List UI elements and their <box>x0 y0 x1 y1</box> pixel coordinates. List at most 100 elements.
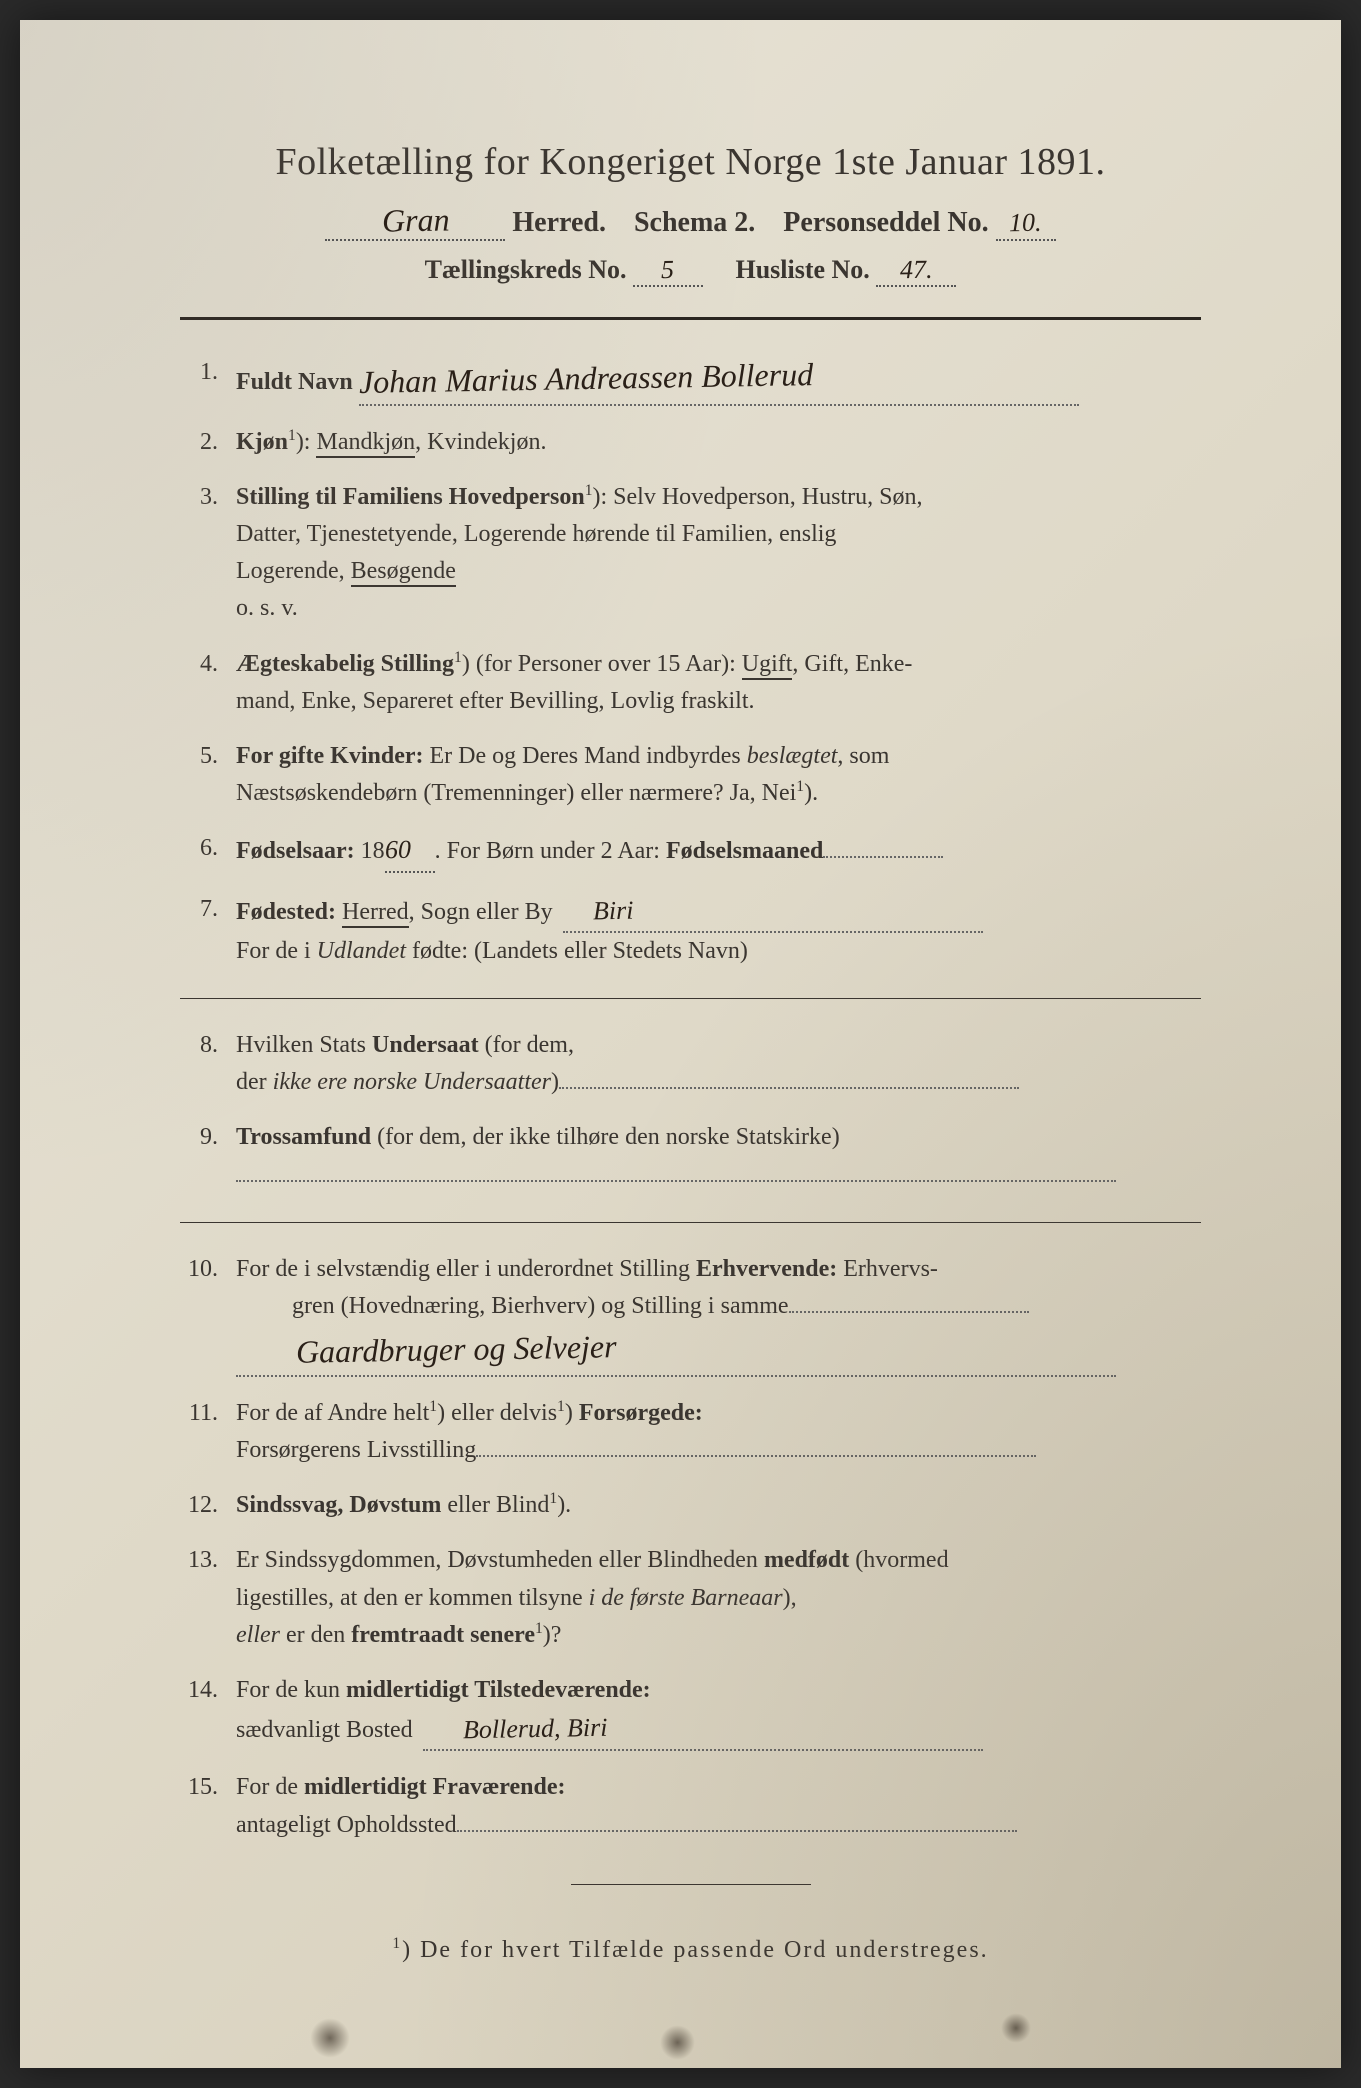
entry-content: Fødested: Herred, Sogn eller By Biri For … <box>236 891 1201 970</box>
entry-text: Forsørgerens Livsstilling <box>236 1437 476 1463</box>
entry-content: For de i selvstændig eller i underordnet… <box>236 1251 1201 1377</box>
dotted-blank <box>789 1311 1029 1313</box>
entry-text: o. s. v. <box>236 595 298 621</box>
entry-content: For de kun midlertidigt Tilstedeværende:… <box>236 1672 1201 1751</box>
entry-num: 3. <box>180 479 236 628</box>
header-line-1: Gran Herred. Schema 2. Personseddel No. … <box>180 202 1201 241</box>
occupation-value: Gaardbruger og Selvejer <box>296 1322 617 1377</box>
entry-bold: medfødt <box>764 1547 849 1573</box>
entry-content: For gifte Kvinder: Er De og Deres Mand i… <box>236 738 1201 812</box>
entry-text: Hvilken Stats <box>236 1032 372 1058</box>
entry-italic: Udlandet <box>317 938 406 964</box>
entry-text: 18 <box>355 838 385 864</box>
entry-text: ). <box>804 780 818 806</box>
entry-label: Sindssvag, Døvstum <box>236 1492 441 1518</box>
entry-label: Forsørgede: <box>579 1400 703 1426</box>
name-value: Johan Marius Andreassen Bollerud <box>358 350 813 408</box>
entry-label2: Fødselsmaaned <box>666 838 823 864</box>
herred-value: Gran <box>381 201 449 239</box>
entry-label: Ægteskabelig Stilling <box>236 651 454 677</box>
entry-2: 2. Kjøn1): Mandkjøn, Kvindekjøn. <box>180 424 1201 461</box>
entry-text: ) (for Personer over 15 Aar): Ugift, Gif… <box>462 651 913 680</box>
entry-content: For de af Andre helt1) eller delvis1) Fo… <box>236 1395 1201 1469</box>
sup: 1 <box>796 778 804 795</box>
paper-stain <box>660 2025 695 2060</box>
entry-text: er den <box>280 1622 351 1648</box>
entry-label: For gifte Kvinder: <box>236 743 424 769</box>
residence-value: Bollerud, Biri <box>462 1708 607 1751</box>
section-rule <box>180 1222 1201 1223</box>
entry-content: Hvilken Stats Undersaat (for dem, der ik… <box>236 1027 1201 1101</box>
entry-num: 15. <box>180 1769 236 1843</box>
kreds-label: Tællingskreds No. <box>425 255 627 284</box>
dotted-blank <box>457 1830 1017 1832</box>
entry-text: (hvormed <box>849 1547 948 1573</box>
entry-5: 5. For gifte Kvinder: Er De og Deres Man… <box>180 738 1201 812</box>
entry-label: Fødested: <box>236 899 336 925</box>
entry-text: For de i selvstændig eller i underordnet… <box>236 1256 696 1282</box>
entry-text: Erhvervs- <box>837 1256 938 1282</box>
entry-text: (for dem, <box>479 1032 574 1058</box>
entry-bold: fremtraadt senere <box>351 1622 535 1648</box>
entry-text: For de <box>236 1774 304 1800</box>
year-value: 60 <box>384 830 411 871</box>
entry-text: For de af Andre helt <box>236 1400 429 1426</box>
entry-13: 13. Er Sindssygdommen, Døvstumheden elle… <box>180 1542 1201 1654</box>
entry-12: 12. Sindssvag, Døvstum eller Blind1). <box>180 1487 1201 1524</box>
header-rule <box>180 317 1201 320</box>
entry-text: eller Blind <box>441 1492 549 1518</box>
entry-8: 8. Hvilken Stats Undersaat (for dem, der… <box>180 1027 1201 1101</box>
entry-text: For de i <box>236 938 317 964</box>
footnote-rule <box>571 1884 811 1885</box>
entry-num: 12. <box>180 1487 236 1524</box>
entry-text: Herred, Sogn eller By <box>336 899 553 928</box>
sup: 1 <box>429 1398 437 1415</box>
entry-text: . For Børn under 2 Aar: <box>435 838 666 864</box>
entry-6: 6. Fødselsaar: 1860. For Børn under 2 Aa… <box>180 830 1201 872</box>
herred-label: Herred. <box>512 207 606 238</box>
entry-italic: eller <box>236 1622 280 1648</box>
sup: 1 <box>585 482 593 499</box>
entry-1: 1. Fuldt Navn Johan Marius Andreassen Bo… <box>180 354 1201 406</box>
entry-text: sædvanligt Bosted <box>236 1717 413 1743</box>
entry-num: 6. <box>180 830 236 872</box>
entry-content: Fødselsaar: 1860. For Børn under 2 Aar: … <box>236 830 1201 872</box>
entry-num: 10. <box>180 1251 236 1377</box>
entry-text: ) eller delvis <box>437 1400 557 1426</box>
entry-label: Erhvervende: <box>696 1256 837 1282</box>
entry-label: Undersaat <box>372 1032 479 1058</box>
entry-label: Trossamfund <box>236 1124 371 1150</box>
entry-text: , som <box>837 743 889 769</box>
entry-text: fødte: (Landets eller Stedets Navn) <box>406 938 748 964</box>
entry-text: For de kun <box>236 1677 346 1703</box>
schema-label: Schema 2. <box>634 207 755 238</box>
entry-content: For de midlertidigt Fraværende: antageli… <box>236 1769 1201 1843</box>
entry-text: ), <box>783 1585 797 1611</box>
footnote: 1) De for hvert Tilfælde passende Ord un… <box>180 1935 1201 1964</box>
entry-10: 10. For de i selvstændig eller i underor… <box>180 1251 1201 1377</box>
entry-label: Kjøn <box>236 429 288 455</box>
entry-text: Logerende, Besøgende <box>236 558 456 587</box>
kreds-no: 5 <box>661 255 675 285</box>
census-form-page: Folketælling for Kongeriget Norge 1ste J… <box>20 20 1341 2068</box>
entry-text: ) <box>565 1400 579 1426</box>
entry-content: Fuldt Navn Johan Marius Andreassen Bolle… <box>236 354 1201 406</box>
entry-label: Stilling til Familiens Hovedperson <box>236 484 585 510</box>
entry-text: gren (Hovednæring, Bierhverv) og Stillin… <box>292 1293 789 1319</box>
entry-3: 3. Stilling til Familiens Hovedperson1):… <box>180 479 1201 628</box>
entry-num: 2. <box>180 424 236 461</box>
entry-content: Ægteskabelig Stilling1) (for Personer ov… <box>236 646 1201 720</box>
entry-text: Er Sindssygdommen, Døvstumheden eller Bl… <box>236 1547 764 1573</box>
header-line-2: Tællingskreds No. 5 Husliste No. 47. <box>180 255 1201 287</box>
sup: 1 <box>557 1398 565 1415</box>
entry-content: Kjøn1): Mandkjøn, Kvindekjøn. <box>236 424 1201 461</box>
entry-bold: midlertidigt Tilstedeværende: <box>346 1677 651 1703</box>
entry-7: 7. Fødested: Herred, Sogn eller ByBiri F… <box>180 891 1201 970</box>
form-title: Folketælling for Kongeriget Norge 1ste J… <box>180 140 1201 184</box>
entry-num: 1. <box>180 354 236 406</box>
entry-num: 4. <box>180 646 236 720</box>
husliste-label: Husliste No. <box>735 255 869 284</box>
entry-text: ) <box>551 1069 559 1095</box>
entry-text: Datter, Tjenestetyende, Logerende hørend… <box>236 521 836 547</box>
birthplace-value: Biri <box>592 890 633 931</box>
